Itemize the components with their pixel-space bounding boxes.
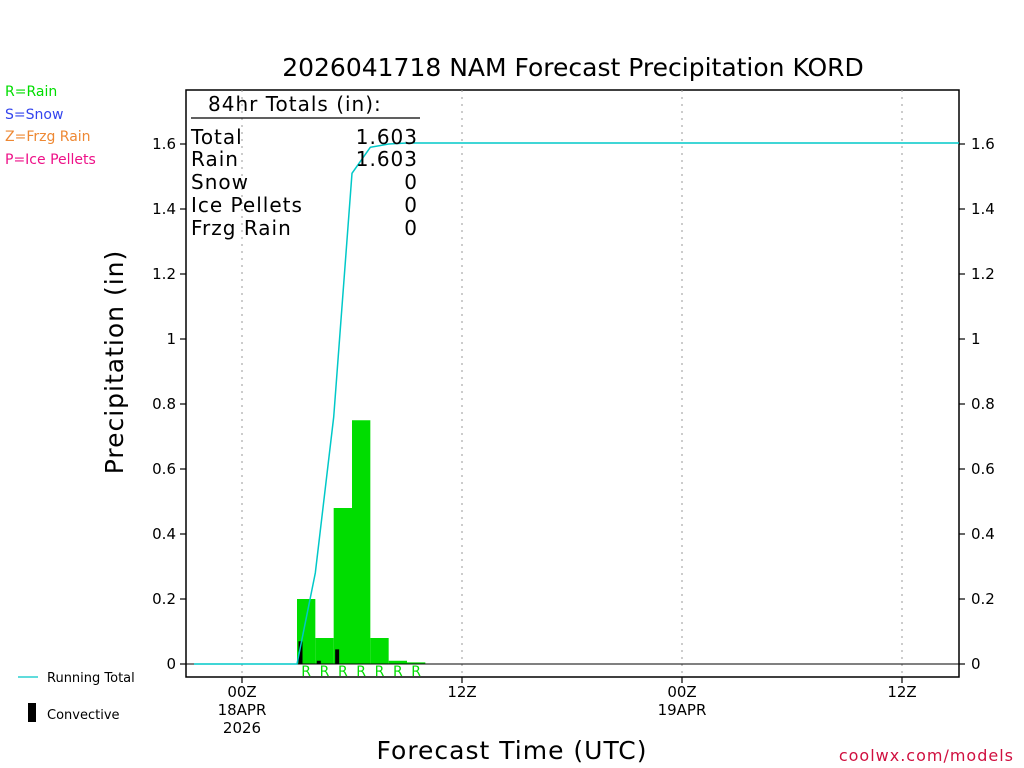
rain-bar [370,638,389,664]
totals-total-value: 1.603 [356,125,418,149]
convective-bar [298,641,303,664]
y-axis-left: 0 0.2 0.4 0.6 0.8 1 1.2 1.4 1.6 [152,135,186,673]
y-tick-label-left: 1 [166,330,176,348]
totals-box: 84hr Totals (in): Total 1.603 Rain 1.603… [190,92,420,240]
y-tick-label-right: 1 [971,330,981,348]
rain-bars [297,420,426,664]
legend-snow: S=Snow [5,107,63,123]
y-tick-label-left: 0 [166,655,176,673]
y-tick-label-right: 1.6 [971,135,995,153]
totals-total-label: Total [190,125,243,149]
x-axis: 00Z18APR202612Z00Z19APR12Z00Z20APR12Z00Z… [218,677,917,737]
ptype-mark: R [320,664,330,680]
y-tick-label-right: 1.4 [971,200,995,218]
ptype-mark: R [301,664,311,680]
x-tick-label: 00Z [667,683,696,701]
x-tick-label: 19APR [658,701,707,719]
ptype-mark: R [356,664,366,680]
x-tick-label: 2026 [223,719,261,737]
convective-bar [316,660,321,664]
x-tick-label: 18APR [218,701,267,719]
convective-bar [335,649,340,664]
legend-ice-pellets: P=Ice Pellets [5,152,96,168]
x-axis-label: Forecast Time (UTC) [377,736,648,765]
legend-frzg-rain: Z=Frzg Rain [5,129,91,145]
totals-frzg-rain-label: Frzg Rain [191,216,292,240]
y-tick-label-left: 0.4 [152,525,176,543]
y-tick-label-left: 0.8 [152,395,176,413]
y-axis-right: 0 0.2 0.4 0.6 0.8 1 1.2 1.4 1.6 [959,135,995,673]
totals-ice-pellets-value: 0 [404,193,418,217]
x-tick-label: 12Z [887,683,916,701]
convective-bars [298,641,340,664]
y-tick-label-left: 0.6 [152,460,176,478]
totals-rain-value: 1.603 [356,147,418,171]
ptype-mark: R [411,664,421,680]
credit-text: coolwx.com/models [839,746,1014,765]
totals-snow-label: Snow [191,170,249,194]
ptype-mark: R [393,664,403,680]
totals-rain-label: Rain [191,147,239,171]
rain-bar [315,638,334,664]
totals-header: 84hr Totals (in): [208,92,382,116]
rain-bar [333,508,352,664]
running-total-line [194,142,959,665]
plot-frame [185,89,960,678]
y-tick-label-right: 0.6 [971,460,995,478]
y-tick-label-left: 0.2 [152,590,176,608]
chart-title: 2026041718 NAM Forecast Precipitation KO… [282,53,864,82]
ptype-mark: R [375,664,385,680]
legend-rain: R=Rain [5,84,57,100]
ptype-mark: R [338,664,348,680]
y-tick-label-left: 1.6 [152,135,176,153]
rain-bar [352,420,371,664]
y-tick-label-left: 1.4 [152,200,176,218]
totals-snow-value: 0 [404,170,418,194]
x-tick-label: 00Z [227,683,256,701]
y-tick-label-right: 0.4 [971,525,995,543]
rain-bar [388,660,407,664]
legend-convective: Convective [47,708,120,723]
y-tick-label-right: 0.8 [971,395,995,413]
legend-running-total: Running Total [47,671,135,686]
rain-bar [407,662,426,664]
y-axis-label: Precipitation (in) [100,250,129,475]
convective-legend-swatch [28,703,36,722]
totals-frzg-rain-value: 0 [404,216,418,240]
x-tick-label: 12Z [447,683,476,701]
y-tick-label-right: 0.2 [971,590,995,608]
totals-ice-pellets-label: Ice Pellets [191,193,303,217]
y-tick-label-right: 0 [971,655,981,673]
y-tick-label-right: 1.2 [971,265,995,283]
y-tick-label-left: 1.2 [152,265,176,283]
